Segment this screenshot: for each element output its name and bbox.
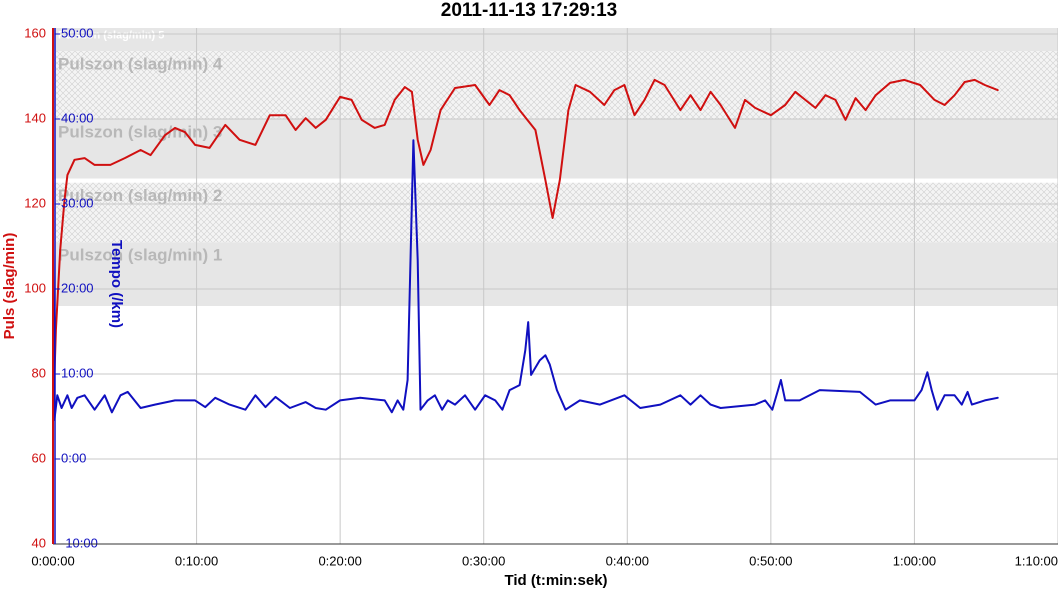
zone-label: Pulszon (slag/min) 5	[58, 29, 164, 41]
x-tick-label: 0:40:00	[606, 553, 649, 568]
y-tick-label: 80	[32, 365, 46, 380]
x-tick-label: 0:20:00	[318, 553, 361, 568]
series-line	[53, 78, 999, 421]
y2-tick-label: 0:00	[61, 450, 86, 465]
zone-band	[53, 182, 1058, 243]
y2-tick-label: 30:00	[61, 195, 94, 210]
zone-band	[53, 242, 1058, 306]
y-tick-label: 120	[24, 195, 46, 210]
y2-tick-label: -10:00	[61, 535, 98, 550]
zones: Pulszon (slag/min) 1 Pulszon (slag/min) 2…	[53, 28, 1058, 306]
y2-tick-label: 40:00	[61, 110, 94, 125]
zone-band	[53, 119, 1058, 179]
y2-axis-title: Tempo (/km)	[108, 240, 125, 328]
zone-label: Pulszon (slag/min) 2	[58, 186, 222, 205]
x-tick-label: 1:00:00	[893, 553, 936, 568]
zone-label: Pulszon (slag/min) 4	[58, 54, 223, 73]
y2-tick-label: 20:00	[61, 280, 94, 295]
y2-tick-label: 50:00	[61, 25, 94, 40]
y-tick-label: 60	[32, 450, 46, 465]
y2-tick-label: 10:00	[61, 365, 94, 380]
y-tick-label: 160	[24, 25, 46, 40]
y-tick-label: 40	[32, 535, 46, 550]
zone-band	[53, 28, 1058, 51]
x-tick-label: 0:30:00	[462, 553, 505, 568]
lines	[53, 78, 999, 421]
y-tick-label: 100	[24, 280, 46, 295]
zone-band	[53, 51, 1058, 119]
x-tick-label: 0:00:00	[31, 553, 74, 568]
zone-label: Pulszon (slag/min) 1	[58, 246, 222, 265]
y-tick-label: 140	[24, 110, 46, 125]
x-tick-label: 1:10:00	[1015, 553, 1058, 568]
axes: 0:00:00 0:10:00 0:20:00 0:30:00 0:40:00 0:50:…	[24, 25, 1058, 568]
zone-label: Pulszon (slag/min) 3	[58, 122, 222, 141]
x-axis-title: Tid (t:min:sek)	[504, 572, 607, 589]
chart-title: 2011-11-13 17:29:13	[441, 0, 617, 21]
x-tick-label: 0:10:00	[175, 553, 218, 568]
y-axis-title: Puls (slag/min)	[1, 233, 18, 340]
series-line	[53, 139, 999, 421]
x-tick-label: 0:50:00	[749, 553, 792, 568]
